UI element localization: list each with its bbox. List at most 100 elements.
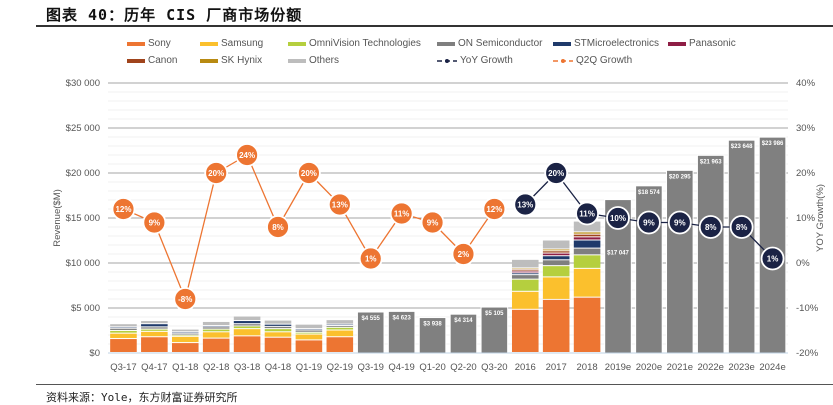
q2q-growth-label: 20% [301,169,317,178]
bar-segment-on-semiconductor [141,327,168,328]
q2q-growth-label: 11% [394,210,410,219]
x-tick-label: Q4-19 [388,362,414,373]
total-bar [697,155,724,353]
x-tick-label: 2017 [546,362,567,373]
bar-segment-samsung [574,269,601,297]
bar-segment-omnivision-technologies [265,329,292,331]
x-tick-label: 2024e [759,362,785,373]
x-tick-label: 2020e [636,362,662,373]
bar-segment-stmicroelectronics [265,325,292,326]
x-tick-label: Q4-17 [141,362,167,373]
q2q-growth-label: 9% [427,219,439,228]
y2-tick-label: 40% [796,78,816,89]
y-tick-label: $25 000 [66,123,100,134]
q2q-growth-label: 12% [115,205,131,214]
bar-segment-stmicroelectronics [141,324,168,326]
yoy-growth-label: 1% [767,255,779,264]
bar-segment-on-semiconductor [296,331,323,332]
bar-segment-sony [110,339,137,352]
bar-segment-stmicroelectronics [234,321,261,323]
bar-segment-sony [543,300,570,352]
bar-segment-canon [543,251,570,252]
x-tick-label: Q2-20 [450,362,476,373]
bar-segment-samsung [512,292,539,309]
y2-tick-label: 10% [796,213,816,224]
yoy-growth-label: 8% [705,223,717,232]
bar-segment-omnivision-technologies [203,330,230,332]
y2-tick-label: 20% [796,168,816,179]
y-tick-label: $10 000 [66,258,100,269]
bar-segment-others [543,241,570,249]
y-tick-label: $0 [89,348,100,359]
x-tick-label: 2016 [515,362,536,373]
bar-segment-on-semiconductor [265,327,292,328]
bar-segment-on-semiconductor [110,329,137,330]
x-tick-label: 2021e [667,362,693,373]
y-tick-label: $5 000 [71,303,100,314]
total-bar [667,170,694,353]
bar-segment-sk-hynix [543,250,570,251]
yoy-growth-label: 11% [579,210,595,219]
x-tick-label: Q1-19 [296,362,322,373]
bar-segment-others [327,320,354,324]
bar-segment-omnivision-technologies [512,280,539,291]
bar-segment-sk-hynix [574,232,601,233]
q2q-growth-label: 1% [365,255,377,264]
y-tick-label: $15 000 [66,213,100,224]
bar-value-label: $4 555 [362,316,381,322]
q2q-growth-label: 12% [486,205,502,214]
bar-segment-others [141,321,168,323]
q2q-growth-label: 13% [332,201,348,210]
total-bar [759,137,786,353]
bar-segment-samsung [172,337,199,342]
x-tick-label: Q3-18 [234,362,260,373]
bar-segment-sony [296,340,323,352]
x-tick-label: 2022e [698,362,724,373]
bar-segment-on-semiconductor [172,334,199,335]
bar-segment-sony [512,310,539,352]
footer-divider [36,384,833,385]
bar-segment-samsung [203,332,230,337]
y2-tick-label: -10% [796,303,819,314]
bar-segment-others [234,317,261,321]
x-tick-label: 2019e [605,362,631,373]
bar-value-label: $21 963 [700,159,722,165]
bar-value-label: $23 648 [731,144,753,150]
bar-segment-samsung [543,277,570,299]
bar-segment-omnivision-technologies [296,333,323,334]
x-tick-label: Q1-18 [172,362,198,373]
x-tick-label: Q2-19 [327,362,353,373]
bar-segment-sony [203,339,230,352]
x-tick-label: Q4-18 [265,362,291,373]
bar-segment-others [110,324,137,326]
x-tick-label: Q3-19 [358,362,384,373]
bar-segment-omnivision-technologies [141,330,168,331]
bar-segment-sony [234,336,261,352]
bar-value-label: $3 938 [423,322,442,328]
bar-segment-canon [512,270,539,271]
bar-value-label: $20 295 [669,174,691,180]
bar-value-label: $23 986 [762,141,784,147]
yoy-growth-label: 20% [548,169,564,178]
yoy-growth-label: 13% [517,201,533,210]
bar-segment-others [172,330,199,332]
y2-tick-label: 30% [796,123,816,134]
x-tick-label: Q2-18 [203,362,229,373]
bar-segment-sony [172,343,199,352]
bar-segment-sony [327,337,354,352]
y2-tick-label: -20% [796,348,819,359]
bar-segment-sony [265,338,292,352]
yoy-growth-label: 8% [736,223,748,232]
x-tick-label: Q3-20 [481,362,507,373]
bar-segment-samsung [265,332,292,336]
x-tick-label: Q3-17 [110,362,136,373]
bar-segment-panasonic [512,272,539,273]
bar-segment-on-semiconductor [327,326,354,327]
bar-segment-panasonic [574,237,601,239]
q2q-growth-label: 24% [239,151,255,160]
total-bar [728,140,755,353]
bar-segment-others [296,325,323,329]
y2-tick-label: 0% [796,258,810,269]
y-tick-label: $30 000 [66,78,100,89]
bar-segment-omnivision-technologies [327,328,354,330]
